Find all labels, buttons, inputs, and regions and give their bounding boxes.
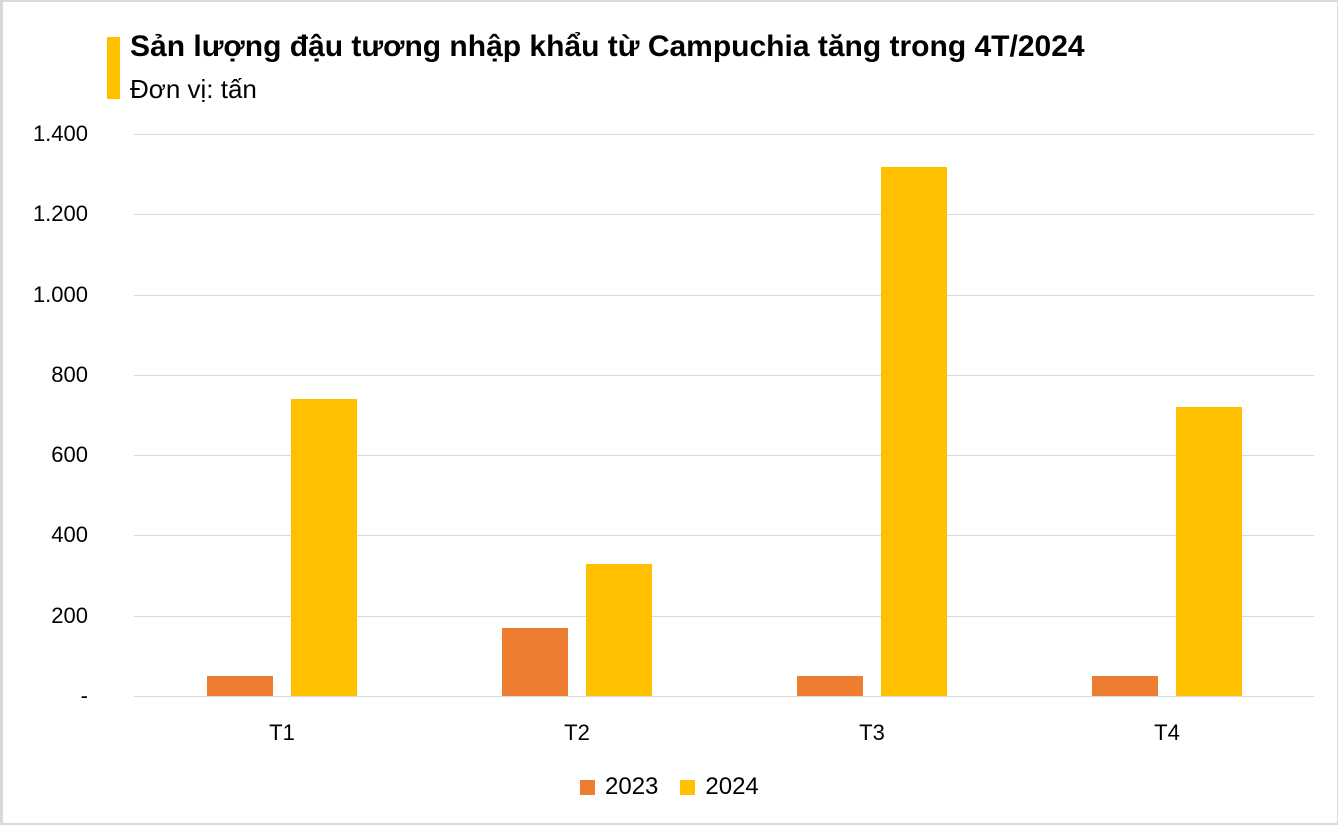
bar-2023-T1 xyxy=(207,676,273,696)
bar-2024-T4 xyxy=(1176,407,1242,696)
gridline xyxy=(134,134,1314,135)
y-tick-label: - xyxy=(80,683,88,708)
y-tick-label: 400 xyxy=(51,522,88,547)
legend-swatch-2023 xyxy=(580,779,595,795)
y-tick-label: 1.200 xyxy=(32,201,88,226)
bar-2023-T4 xyxy=(1092,676,1158,696)
x-tick-label: T4 xyxy=(1154,720,1180,745)
gridline xyxy=(134,214,1314,215)
x-tick-label: T3 xyxy=(859,720,885,745)
y-tick-label: 1.400 xyxy=(32,121,88,146)
bar-2023-T2 xyxy=(502,628,568,696)
chart-subtitle: Đơn vị: tấn xyxy=(130,74,257,104)
gridline xyxy=(134,295,1314,296)
legend-item-2024: 2024 xyxy=(680,773,759,801)
y-tick-label: 1.000 xyxy=(32,282,88,307)
gridline xyxy=(134,696,1314,697)
y-tick-label: 800 xyxy=(51,362,88,387)
legend-label-2023: 2023 xyxy=(605,773,659,800)
gridline xyxy=(134,535,1314,536)
title-accent-bar xyxy=(107,37,120,99)
x-tick-label: T1 xyxy=(269,720,295,745)
legend: 2023 2024 xyxy=(580,773,781,801)
x-tick-label: T2 xyxy=(564,720,590,745)
legend-item-2023: 2023 xyxy=(580,773,658,801)
bar-2024-T1 xyxy=(291,399,357,696)
bar-2023-T3 xyxy=(797,676,863,696)
legend-label-2024: 2024 xyxy=(705,773,759,800)
chart-title: Sản lượng đậu tương nhập khẩu từ Campuch… xyxy=(130,30,1085,63)
bar-2024-T2 xyxy=(586,564,652,696)
y-tick-label: 600 xyxy=(51,442,88,467)
gridline xyxy=(134,616,1314,617)
gridline xyxy=(134,375,1314,376)
bar-2024-T3 xyxy=(881,167,947,696)
gridline xyxy=(134,455,1314,456)
legend-swatch-2024 xyxy=(680,779,696,795)
y-tick-label: 200 xyxy=(51,603,88,628)
